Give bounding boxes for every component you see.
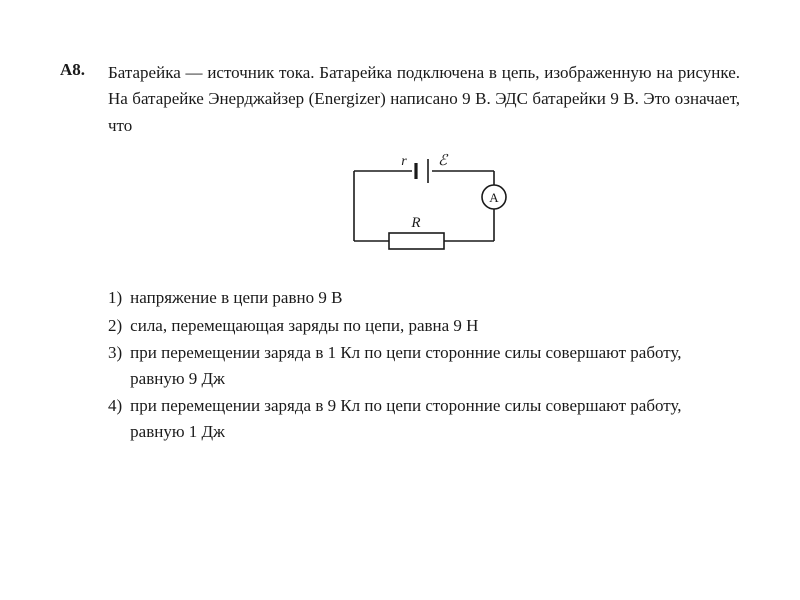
question-body: Батарейка — источник тока. Батарейка под… — [108, 60, 740, 446]
question-block: А8. Батарейка — источник тока. Батарейка… — [60, 60, 740, 446]
option-text: при перемещении заряда в 9 Кл по цепи ст… — [130, 393, 740, 444]
answer-options: 1) напряжение в цепи равно 9 В 2) сила, … — [108, 285, 740, 444]
circuit-svg: r ℰ A R — [324, 151, 524, 271]
option-1: 1) напряжение в цепи равно 9 В — [108, 285, 740, 311]
option-text: напряжение в цепи равно 9 В — [130, 285, 740, 311]
option-number: 1) — [108, 285, 122, 311]
option-text: сила, перемещающая заряды по цепи, равна… — [130, 313, 740, 339]
option-number: 2) — [108, 313, 122, 339]
svg-text:r: r — [401, 154, 407, 169]
svg-text:R: R — [410, 215, 420, 231]
option-3: 3) при перемещении заряда в 1 Кл по цепи… — [108, 340, 740, 391]
option-number: 4) — [108, 393, 122, 419]
option-2: 2) сила, перемещающая заряды по цепи, ра… — [108, 313, 740, 339]
option-text: при перемещении заряда в 1 Кл по цепи ст… — [130, 340, 740, 391]
svg-text:A: A — [489, 190, 499, 205]
question-text: Батарейка — источник тока. Батарейка под… — [108, 60, 740, 139]
circuit-diagram: r ℰ A R — [108, 151, 740, 271]
svg-text:ℰ: ℰ — [438, 153, 449, 169]
option-number: 3) — [108, 340, 122, 366]
option-4: 4) при перемещении заряда в 9 Кл по цепи… — [108, 393, 740, 444]
question-number: А8. — [60, 60, 92, 80]
